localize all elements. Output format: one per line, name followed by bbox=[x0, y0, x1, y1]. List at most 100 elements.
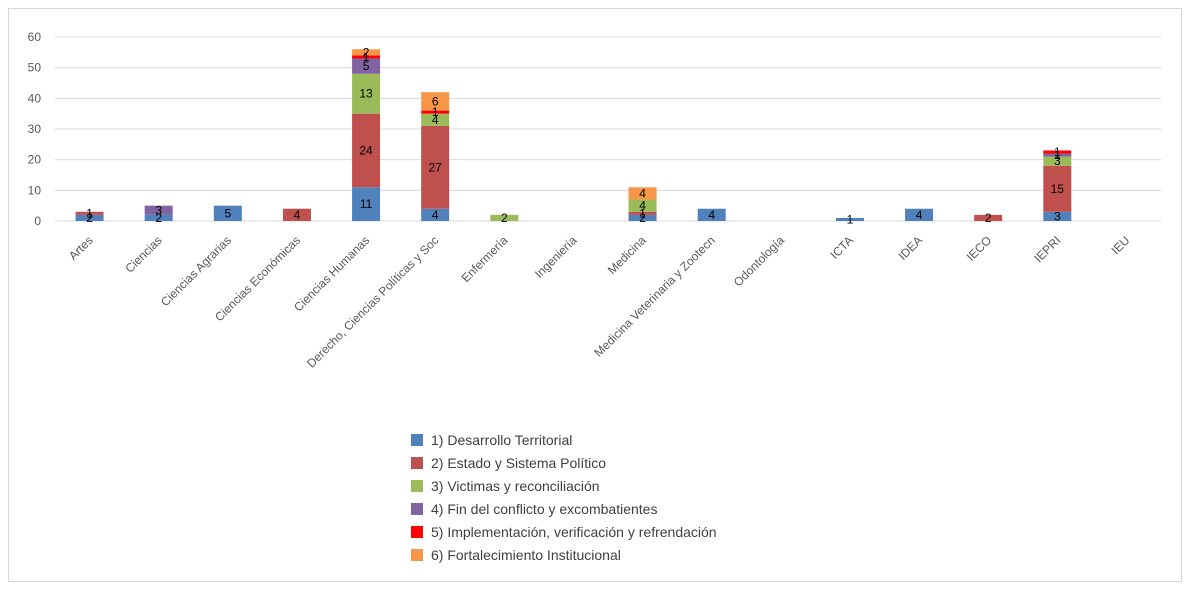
segment-label: 1 bbox=[847, 212, 854, 226]
segment-label: 1 bbox=[86, 206, 93, 220]
bar-segment bbox=[1043, 150, 1072, 154]
bar-segment bbox=[628, 214, 657, 221]
bars bbox=[75, 49, 1072, 221]
segment-label: 1 bbox=[1054, 148, 1061, 162]
segment-label: 6 bbox=[432, 94, 439, 108]
segment-label: 1 bbox=[639, 206, 646, 220]
segment-label: 15 bbox=[1051, 182, 1065, 196]
segment-label: 27 bbox=[429, 160, 443, 174]
bar-segment bbox=[352, 49, 381, 56]
legend-label: 2) Estado y Sistema Político bbox=[431, 455, 606, 471]
bar-segment bbox=[1043, 156, 1072, 166]
chart-frame: 0 10 20 30 40 50 60 2 1 2 3 5 4 11 24 13 5 1 2 4 27 4 1 6 2 2 1 4 4… bbox=[8, 8, 1182, 582]
segment-label: 4 bbox=[639, 186, 646, 200]
legend-swatch bbox=[411, 503, 423, 515]
bar-segment bbox=[1043, 211, 1072, 221]
bar-segment bbox=[213, 205, 242, 221]
x-tick-label: IDEA bbox=[895, 233, 925, 263]
x-tick-label: IEPRI bbox=[1031, 233, 1063, 265]
legend-swatch bbox=[411, 434, 423, 446]
bar-segment bbox=[144, 214, 173, 221]
x-tick-label: Medicina bbox=[605, 233, 649, 277]
bar-segment bbox=[352, 113, 381, 188]
x-tick-label: IEU bbox=[1109, 233, 1133, 257]
bar-segment bbox=[421, 110, 450, 114]
segment-label: 2 bbox=[639, 211, 646, 225]
segment-label: 4 bbox=[294, 208, 301, 222]
x-tick-label: Ciencias bbox=[122, 233, 164, 275]
bar-segment bbox=[628, 199, 657, 212]
legend-swatch bbox=[411, 457, 423, 469]
y-axis-ticks: 0 10 20 30 40 50 60 bbox=[28, 30, 42, 228]
legend-label: 1) Desarrollo Territorial bbox=[431, 432, 572, 448]
legend-swatch bbox=[411, 549, 423, 561]
legend-label: 3) Victimas y reconciliación bbox=[431, 478, 600, 494]
legend-label: 6) Fortalecimiento Institucional bbox=[431, 547, 621, 563]
bar-segment bbox=[282, 208, 311, 221]
bar-segment bbox=[905, 208, 934, 221]
segment-label: 4 bbox=[639, 199, 646, 213]
bar-segment bbox=[421, 113, 450, 126]
bar-segment bbox=[628, 187, 657, 200]
bar-segment bbox=[75, 214, 104, 221]
bar-segment bbox=[697, 208, 726, 221]
segment-label: 1 bbox=[432, 105, 439, 119]
bar-segment bbox=[352, 55, 381, 59]
bar-segment bbox=[421, 125, 450, 209]
bar-segment bbox=[835, 217, 864, 221]
segment-label: 1 bbox=[1054, 145, 1061, 159]
segment-label: 13 bbox=[359, 87, 373, 101]
y-tick-label: 0 bbox=[34, 214, 41, 228]
x-tick-label: ICTA bbox=[827, 233, 856, 262]
bar-segment bbox=[352, 73, 381, 114]
bar-segment bbox=[490, 214, 519, 221]
segment-label: 2 bbox=[155, 211, 162, 225]
bar-segment bbox=[352, 187, 381, 221]
bar-segment bbox=[352, 58, 381, 74]
segment-label: 5 bbox=[224, 206, 231, 220]
y-tick-label: 50 bbox=[28, 61, 42, 75]
legend-swatch bbox=[411, 526, 423, 538]
gridlines bbox=[55, 36, 1161, 222]
bar-segment bbox=[75, 211, 104, 215]
x-tick-label: Ciencias Agrarias bbox=[158, 233, 234, 309]
segment-label: 11 bbox=[360, 197, 373, 211]
segment-label: 4 bbox=[432, 208, 439, 222]
segment-label: 2 bbox=[363, 45, 370, 59]
segment-label: 4 bbox=[916, 208, 923, 222]
segment-label: 4 bbox=[708, 208, 715, 222]
y-tick-label: 10 bbox=[28, 183, 42, 197]
x-tick-label: Ingeniería bbox=[532, 233, 580, 281]
bar-segment bbox=[628, 211, 657, 215]
segment-label: 2 bbox=[86, 211, 93, 225]
x-tick-label: IECO bbox=[964, 233, 995, 264]
bar-segment bbox=[974, 214, 1003, 221]
bar-segment bbox=[1043, 153, 1072, 157]
x-tick-label: Artes bbox=[66, 233, 96, 263]
legend-label: 5) Implementación, verificación y refren… bbox=[431, 524, 717, 540]
segment-label: 4 bbox=[432, 113, 439, 127]
bar-segment bbox=[421, 92, 450, 111]
legend-swatch bbox=[411, 480, 423, 492]
bar-segment bbox=[421, 208, 450, 221]
segment-label: 1 bbox=[363, 50, 370, 64]
segment-label: 24 bbox=[359, 143, 373, 157]
x-tick-label: Odontología bbox=[731, 233, 787, 289]
y-tick-label: 40 bbox=[28, 91, 42, 105]
segment-label: 3 bbox=[1054, 154, 1061, 168]
segment-label: 2 bbox=[985, 211, 992, 225]
x-tick-label: Medicina Veterinaria y Zootecn bbox=[591, 233, 717, 359]
y-tick-label: 20 bbox=[28, 153, 42, 167]
segment-label: 5 bbox=[363, 59, 370, 73]
legend: 1) Desarrollo Territorial 2) Estado y Sis… bbox=[411, 432, 717, 563]
y-tick-label: 30 bbox=[28, 122, 42, 136]
segment-label: 3 bbox=[155, 203, 162, 217]
x-tick-label: Enfermería bbox=[459, 233, 511, 285]
y-tick-label: 60 bbox=[28, 30, 42, 44]
x-tick-label: Ciencias Humanas bbox=[291, 233, 372, 314]
x-tick-label: Derecho, Ciencias Políticas y Soc bbox=[304, 233, 441, 370]
segment-label: 3 bbox=[1054, 209, 1061, 223]
